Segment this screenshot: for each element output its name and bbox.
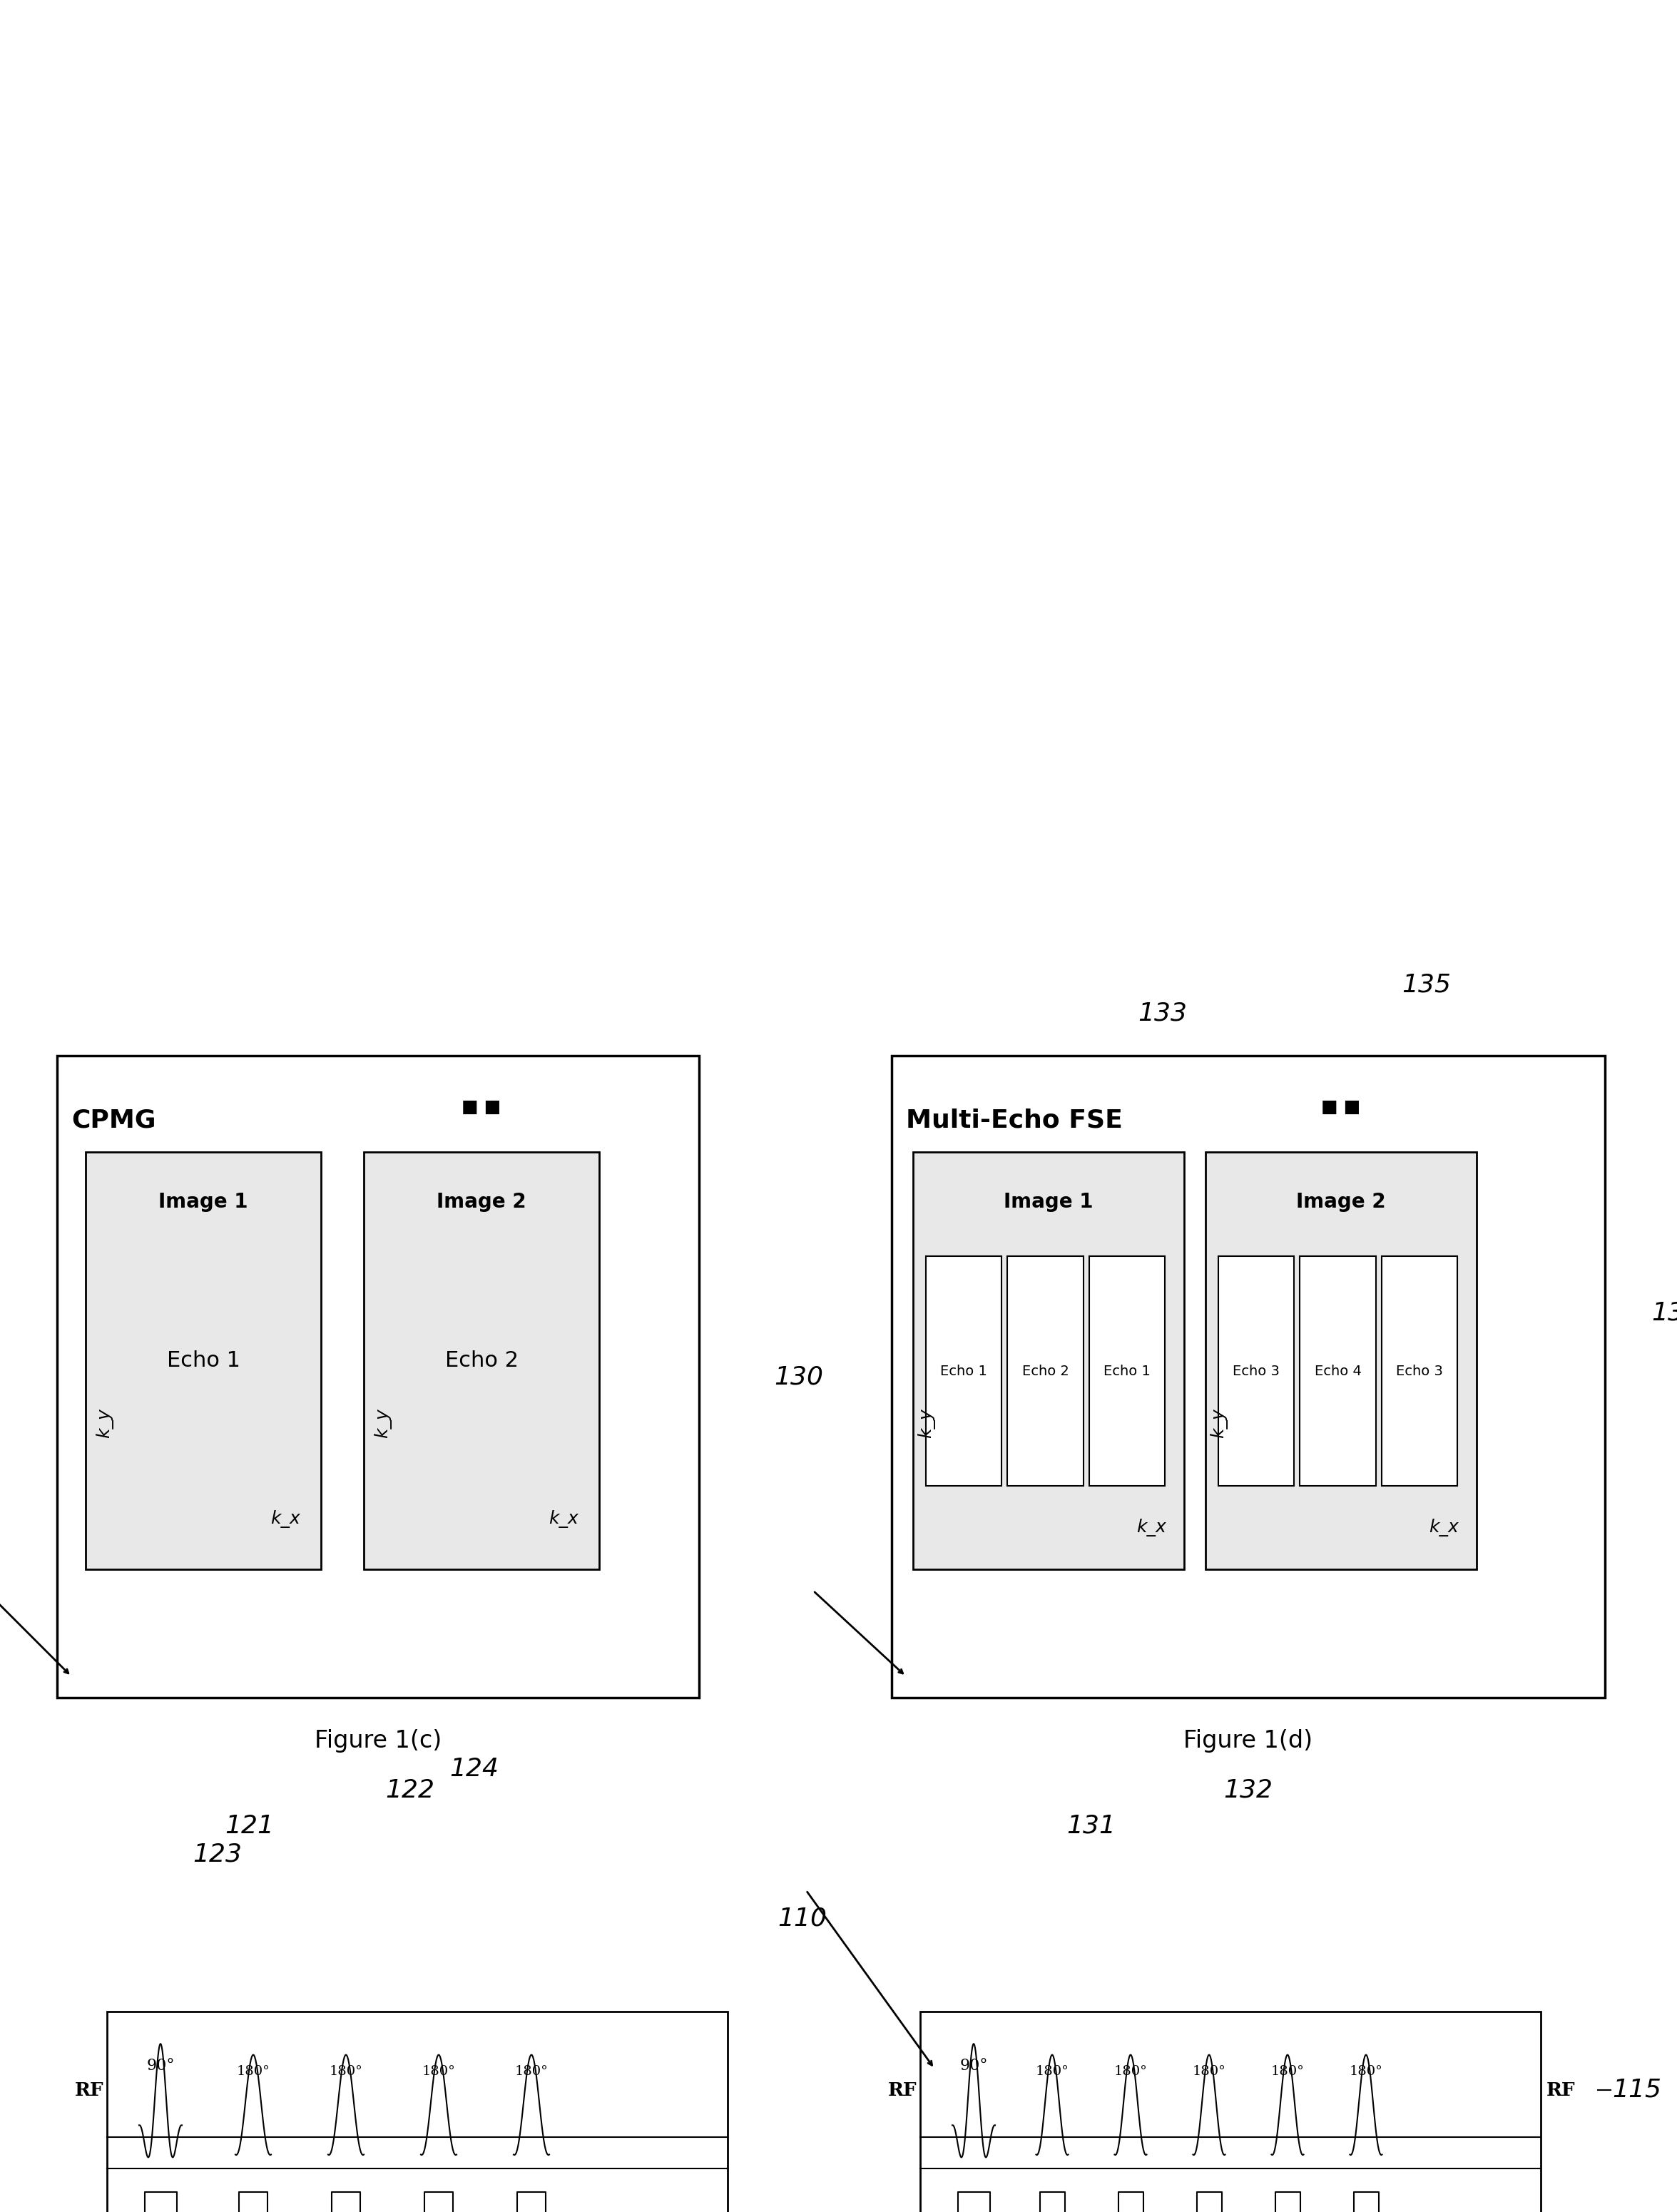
Text: 180°: 180° (1035, 2064, 1068, 2077)
Text: RF: RF (1546, 2081, 1575, 2099)
Text: Echo 3: Echo 3 (1233, 1365, 1280, 1378)
Text: Image 2: Image 2 (1296, 1192, 1385, 1212)
Text: RF: RF (74, 2081, 104, 2099)
Text: Echo 2: Echo 2 (444, 1349, 518, 1371)
Bar (892, 1055, 1605, 1697)
Text: k_y: k_y (917, 1409, 936, 1438)
Text: 180°: 180° (1271, 2064, 1305, 2077)
Text: k_x: k_x (1137, 1520, 1167, 1537)
Text: k_x: k_x (1429, 1520, 1459, 1537)
Text: k_y: k_y (374, 1409, 391, 1438)
Text: 180°: 180° (423, 2064, 456, 2077)
Text: 132: 132 (1224, 1778, 1273, 1803)
Bar (57, 1055, 699, 1697)
Bar (86, 1152, 320, 1568)
Text: Image 1: Image 1 (159, 1192, 248, 1212)
Text: ■ ■: ■ ■ (461, 1099, 501, 1115)
Text: 180°: 180° (329, 2064, 362, 2077)
Text: 180°: 180° (1350, 2064, 1384, 2077)
Text: k_y: k_y (96, 1409, 114, 1438)
Bar (1008, 1256, 1083, 1486)
Bar (926, 1256, 1001, 1486)
Text: 110: 110 (778, 1907, 827, 1931)
Text: 134: 134 (1652, 1301, 1677, 1325)
Bar (1300, 1256, 1375, 1486)
Bar (1382, 1256, 1457, 1486)
Text: ■ ■: ■ ■ (1321, 1099, 1360, 1115)
Text: 180°: 180° (1192, 2064, 1226, 2077)
Text: Image 1: Image 1 (1005, 1192, 1093, 1212)
Text: Echo 1: Echo 1 (1103, 1365, 1150, 1378)
Text: 180°: 180° (515, 2064, 548, 2077)
Bar (107, 2011, 728, 2212)
Text: 115: 115 (1612, 2077, 1662, 2101)
Text: 130: 130 (775, 1365, 823, 1389)
Text: 122: 122 (386, 1778, 434, 1803)
Text: Multi-Echo FSE: Multi-Echo FSE (906, 1108, 1122, 1133)
Text: 90°: 90° (146, 2057, 174, 2073)
Text: Echo 1: Echo 1 (166, 1349, 240, 1371)
Text: Figure 1(d): Figure 1(d) (1184, 1730, 1313, 1752)
Text: Echo 1: Echo 1 (941, 1365, 988, 1378)
Text: 124: 124 (449, 1756, 500, 1781)
Bar (1088, 1256, 1166, 1486)
Bar (921, 2011, 1541, 2212)
Bar (912, 1152, 1184, 1568)
Text: Echo 3: Echo 3 (1395, 1365, 1442, 1378)
Text: RF: RF (887, 2081, 917, 2099)
Text: 90°: 90° (959, 2057, 988, 2073)
Text: Echo 2: Echo 2 (1021, 1365, 1068, 1378)
Text: 131: 131 (1067, 1814, 1115, 1838)
Text: k_y: k_y (1211, 1409, 1228, 1438)
Text: 123: 123 (193, 1843, 241, 1867)
Text: k_x: k_x (270, 1511, 300, 1528)
Text: 133: 133 (1139, 1000, 1187, 1024)
Text: Figure 1(c): Figure 1(c) (315, 1730, 441, 1752)
Text: 135: 135 (1402, 973, 1451, 995)
Bar (1218, 1256, 1295, 1486)
Bar (364, 1152, 599, 1568)
Text: k_x: k_x (548, 1511, 579, 1528)
Text: 180°: 180° (1114, 2064, 1147, 2077)
Text: 180°: 180° (236, 2064, 270, 2077)
Text: CPMG: CPMG (72, 1108, 156, 1133)
Bar (1206, 1152, 1476, 1568)
Text: Echo 4: Echo 4 (1315, 1365, 1362, 1378)
Text: 121: 121 (225, 1814, 275, 1838)
Text: Image 2: Image 2 (436, 1192, 527, 1212)
